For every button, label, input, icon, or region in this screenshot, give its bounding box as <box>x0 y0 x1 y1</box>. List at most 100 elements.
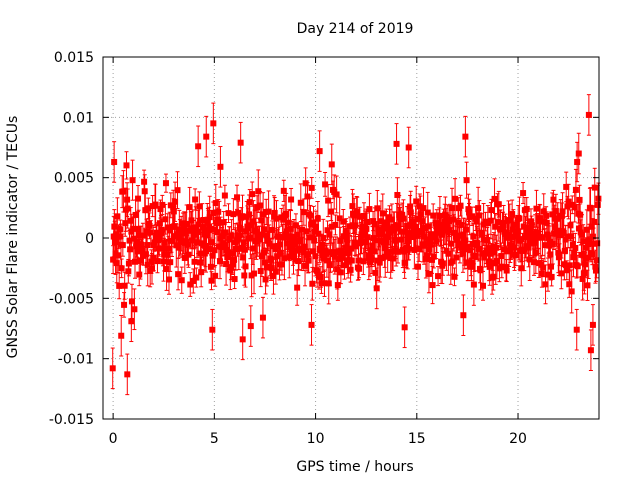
data-point <box>323 257 330 264</box>
data-point <box>237 225 244 232</box>
data-point <box>383 219 390 226</box>
data-point <box>234 194 241 201</box>
data-point <box>450 216 457 223</box>
data-point <box>319 241 326 248</box>
data-point <box>302 262 309 269</box>
data-point <box>246 199 253 206</box>
data-point <box>425 270 432 277</box>
data-point <box>237 139 244 146</box>
data-point <box>206 223 213 230</box>
data-point <box>424 209 431 216</box>
data-point <box>116 282 123 289</box>
data-point <box>183 220 190 227</box>
data-point <box>510 244 517 251</box>
data-point <box>185 251 192 258</box>
data-point <box>222 229 229 236</box>
data-point <box>428 231 435 238</box>
data-point <box>157 206 164 213</box>
data-point <box>427 241 434 248</box>
data-point <box>165 276 172 283</box>
data-point <box>190 231 197 238</box>
data-point <box>283 210 290 217</box>
data-point <box>273 215 280 222</box>
data-point <box>427 236 434 243</box>
data-point <box>263 264 270 271</box>
data-point <box>436 221 443 228</box>
data-point <box>521 246 528 253</box>
data-point <box>197 250 204 257</box>
data-point <box>588 223 595 230</box>
data-point <box>260 211 267 218</box>
data-point <box>417 211 424 218</box>
data-point <box>277 249 284 256</box>
data-point <box>342 244 349 251</box>
data-point <box>126 237 133 244</box>
data-point <box>334 266 341 273</box>
data-point <box>141 178 148 185</box>
data-point <box>449 205 456 212</box>
data-point <box>181 225 188 232</box>
data-point <box>518 265 525 272</box>
data-point <box>159 201 166 208</box>
data-point <box>353 243 360 250</box>
data-point <box>430 253 437 260</box>
data-point <box>187 281 194 288</box>
data-point <box>123 162 130 169</box>
data-point <box>150 254 157 261</box>
data-point <box>455 219 462 226</box>
data-point <box>300 249 307 256</box>
data-point <box>549 240 556 247</box>
data-point <box>120 188 127 195</box>
data-point <box>478 231 485 238</box>
data-point <box>111 158 118 165</box>
data-point <box>303 228 310 235</box>
data-point <box>543 212 550 219</box>
y-tick-label: 0 <box>85 231 94 247</box>
data-point <box>373 285 380 292</box>
data-point <box>452 195 459 202</box>
data-point <box>309 280 316 287</box>
data-point <box>212 272 219 279</box>
data-point <box>186 204 193 211</box>
data-point <box>572 186 579 193</box>
data-point <box>587 205 594 212</box>
x-tick-label: 20 <box>509 431 527 447</box>
data-point <box>176 226 183 233</box>
data-point <box>203 231 210 238</box>
data-point <box>353 212 360 219</box>
data-point <box>230 256 237 263</box>
data-point <box>509 226 516 233</box>
data-point <box>334 282 341 289</box>
data-point <box>114 213 121 220</box>
data-point <box>348 257 355 264</box>
data-point <box>265 208 272 215</box>
data-point <box>590 240 597 247</box>
data-point <box>254 204 261 211</box>
data-point <box>387 225 394 232</box>
data-point <box>304 193 311 200</box>
data-point <box>135 226 142 233</box>
data-point <box>144 242 151 249</box>
data-point <box>281 255 288 262</box>
data-point <box>470 281 477 288</box>
data-point <box>388 216 395 223</box>
data-point <box>357 240 364 247</box>
data-point <box>188 217 195 224</box>
data-point <box>542 281 549 288</box>
data-point <box>234 236 241 243</box>
data-point <box>211 247 218 254</box>
data-point <box>332 221 339 228</box>
data-point <box>415 263 422 270</box>
data-point <box>196 259 203 266</box>
data-point <box>435 273 442 280</box>
data-point <box>312 223 319 230</box>
data-point <box>382 223 389 230</box>
data-point <box>320 255 327 262</box>
data-point <box>425 223 432 230</box>
data-point <box>517 236 524 243</box>
data-point <box>442 212 449 219</box>
data-point <box>592 263 599 270</box>
y-tick-label: 0.01 <box>63 110 94 126</box>
data-point <box>184 241 191 248</box>
data-point <box>213 220 220 227</box>
